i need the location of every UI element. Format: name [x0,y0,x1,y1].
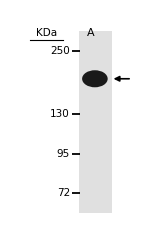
Text: 72: 72 [57,188,70,198]
Text: 95: 95 [57,149,70,159]
Text: 130: 130 [50,109,70,119]
Text: KDa: KDa [36,28,57,38]
Text: A: A [86,28,94,38]
Text: 250: 250 [50,46,70,56]
Ellipse shape [82,70,108,87]
Bar [79,31,112,213]
